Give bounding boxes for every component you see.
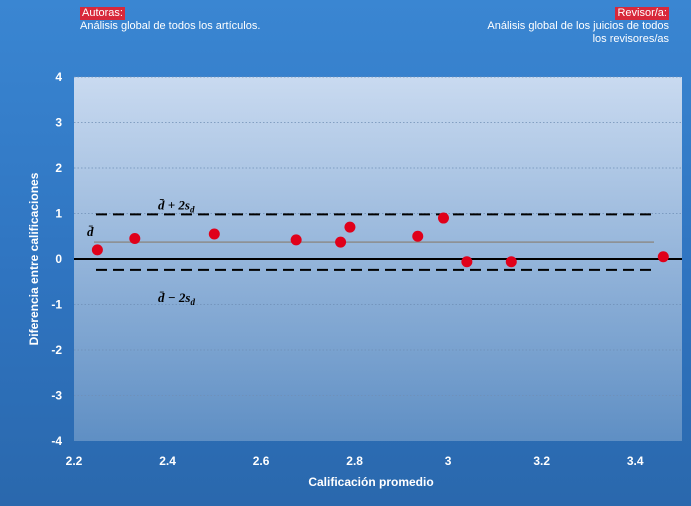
y-tick-label: 4 — [55, 70, 62, 84]
data-point — [461, 256, 473, 268]
data-point — [657, 251, 669, 263]
annotation-reviewers-text-line1: Análisis global de los juicios de todos — [487, 20, 669, 32]
data-point — [129, 233, 141, 245]
annotation-authors: Autoras: Análisis global de todos los ar… — [80, 7, 260, 33]
x-tick-label: 2.6 — [253, 454, 270, 468]
y-tick-label: 0 — [55, 252, 62, 266]
data-points — [91, 212, 669, 268]
reference-labels: d̄ + 2sd d̄ d̄ − 2sd — [87, 197, 195, 307]
x-tick-label: 3.2 — [533, 454, 550, 468]
data-point — [412, 230, 424, 242]
x-tick-label: 2.4 — [159, 454, 176, 468]
annotation-reviewers: Revisor/a: Análisis global de los juicio… — [409, 7, 669, 46]
y-tick-label: 1 — [55, 207, 62, 221]
y-tick-labels: 4 3 2 1 0 -1 -2 -3 -4 — [51, 70, 62, 448]
y-axis-title: Diferencia entre calificaciones — [27, 172, 41, 345]
y-tick-label: -3 — [51, 389, 62, 403]
x-axis-title: Calificación promedio — [308, 475, 433, 489]
data-point — [208, 228, 220, 240]
x-tick-labels: 2.2 2.4 2.6 2.8 3 3.2 3.4 — [66, 454, 644, 468]
annotation-reviewers-tag: Revisor/a: — [615, 7, 669, 20]
lower-limit-label: d̄ − 2sd — [158, 290, 195, 307]
data-point — [290, 234, 302, 246]
upper-limit-label: d̄ + 2sd — [158, 197, 195, 214]
mean-label: d̄ — [87, 224, 94, 239]
y-tick-label: -2 — [51, 343, 62, 357]
data-point — [437, 212, 449, 224]
data-point — [91, 244, 103, 256]
y-tick-label: 2 — [55, 161, 62, 175]
data-point — [505, 256, 517, 268]
y-tick-label: -4 — [51, 434, 62, 448]
x-tick-label: 3.4 — [627, 454, 644, 468]
x-tick-label: 2.2 — [66, 454, 83, 468]
x-tick-label: 2.8 — [346, 454, 363, 468]
annotation-authors-text: Análisis global de todos los artículos. — [80, 20, 261, 32]
y-tick-label: 3 — [55, 116, 62, 130]
annotation-authors-tag: Autoras: — [80, 7, 125, 20]
x-tick-label: 3 — [445, 454, 452, 468]
y-tick-label: -1 — [51, 298, 62, 312]
reference-lines — [74, 213, 682, 271]
data-point — [344, 221, 356, 233]
data-point — [335, 236, 347, 248]
annotation-reviewers-text-line2: los revisores/as — [592, 33, 669, 45]
